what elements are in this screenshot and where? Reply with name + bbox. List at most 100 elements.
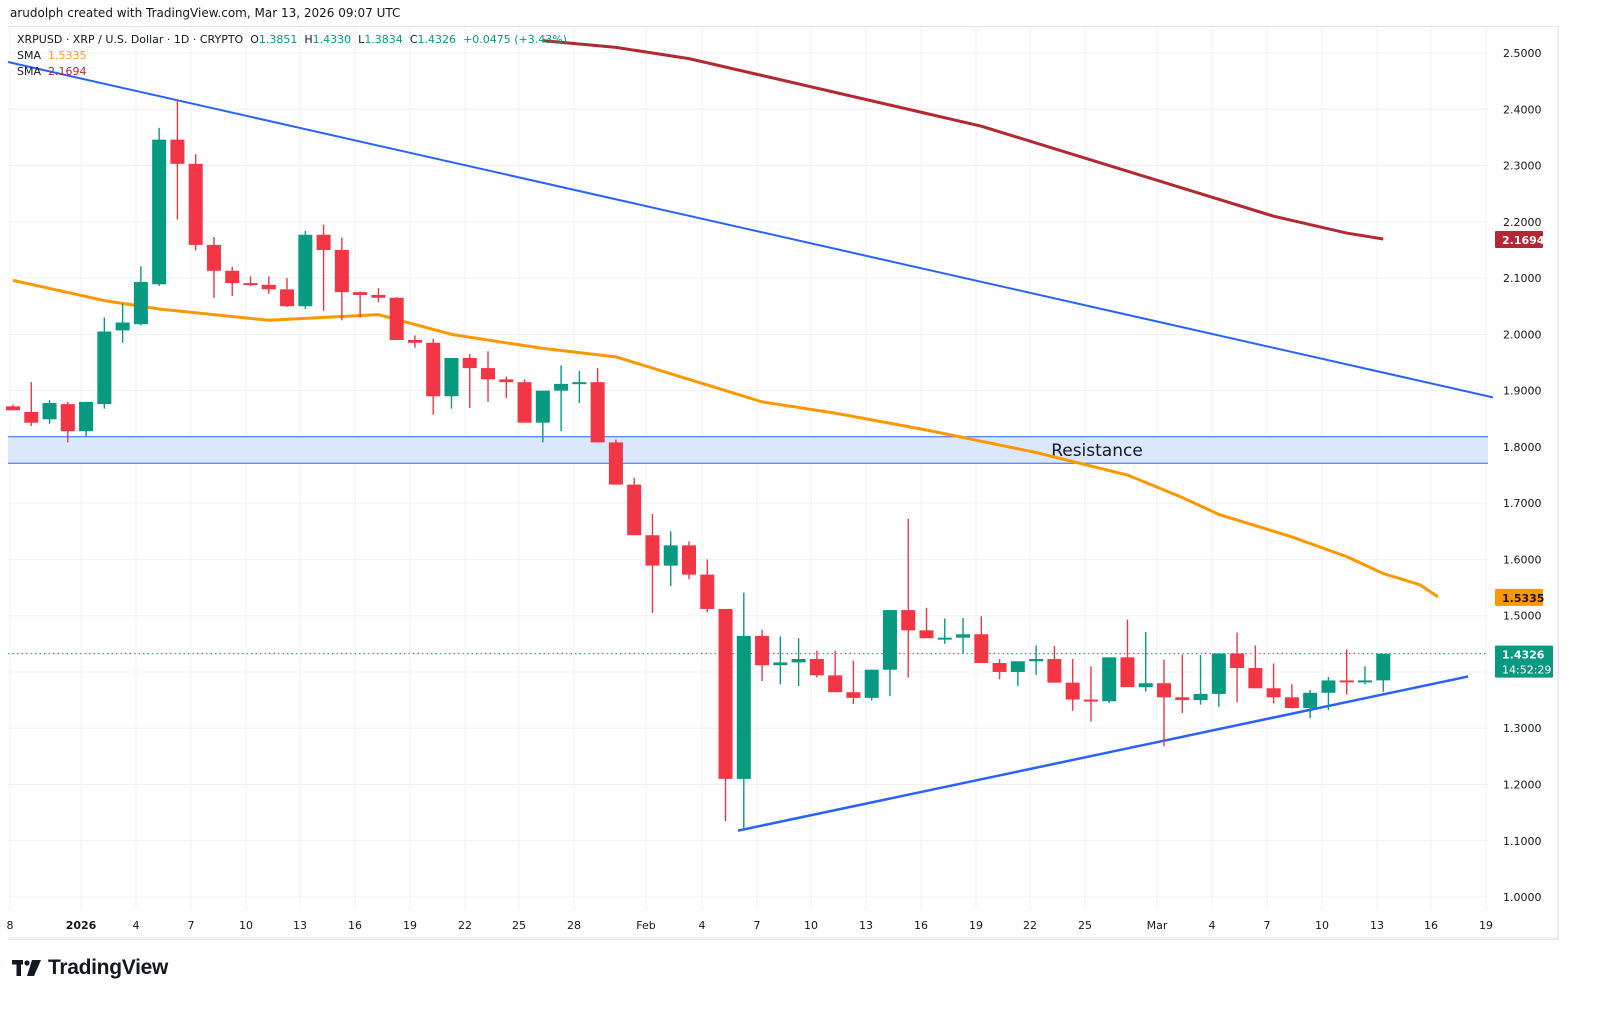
high-value: 1.4330 <box>312 33 352 46</box>
candle <box>1376 653 1391 692</box>
sma-slow-value: 2.1694 <box>48 65 87 78</box>
candle <box>1230 632 1245 703</box>
price-tick-label: 1.2000 <box>1503 779 1542 792</box>
candle <box>79 401 94 437</box>
low-value: 1.3834 <box>364 33 403 46</box>
time-tick-label: 13 <box>859 919 873 932</box>
candle <box>590 368 605 443</box>
sma-lines <box>12 39 1439 599</box>
ascending-trendline[interactable] <box>737 675 1469 832</box>
sma-slow-legend-row[interactable]: SMA 2.1694 <box>17 65 87 78</box>
attribution-text: arudolph created with TradingView.com, M… <box>10 6 401 20</box>
resistance-zone[interactable]: Resistance <box>8 436 1488 464</box>
candle <box>481 351 496 402</box>
candle <box>1157 659 1172 747</box>
time-tick-label: 4 <box>1209 919 1216 932</box>
candle <box>572 370 587 403</box>
candle <box>1193 655 1208 705</box>
candle <box>773 636 788 685</box>
candle <box>828 650 843 693</box>
tradingview-logo[interactable]: TradingView <box>12 956 168 980</box>
trendlines[interactable] <box>7 61 1494 832</box>
time-tick-label: 7 <box>188 919 195 932</box>
time-tick-label: 25 <box>512 919 526 932</box>
symbol-legend-row[interactable]: XRPUSD · XRP / U.S. Dollar · 1D · CRYPTO… <box>17 33 567 46</box>
candle <box>1120 619 1135 688</box>
sma-fast-legend-row[interactable]: SMA 1.5335 <box>17 49 87 62</box>
time-tick-label: 13 <box>293 919 307 932</box>
price-tick-label: 2.5000 <box>1503 47 1542 60</box>
time-tick-label: 25 <box>1078 919 1092 932</box>
candle <box>334 237 349 321</box>
sma-fast-line <box>12 278 1439 599</box>
time-tick-label: 13 <box>1370 919 1384 932</box>
candle <box>6 404 20 411</box>
time-axis[interactable]: 8 2026 4 7 10 13 16 19 22 25 28 Feb 4 7 10 13 16 19 22 25 Ma… <box>7 919 1559 939</box>
time-tick-label: 16 <box>1424 919 1438 932</box>
time-tick-label: 22 <box>1023 919 1037 932</box>
time-tick-label: 4 <box>699 919 706 932</box>
resistance-zone-box[interactable] <box>8 436 1488 464</box>
time-tick-label: 10 <box>804 919 818 932</box>
time-tick-label: 22 <box>458 919 472 932</box>
price-axis-badges: 2.1694 1.5335 1.4326 14:52:29 <box>1495 231 1553 678</box>
candle <box>462 354 477 409</box>
last-price-badge <box>1495 645 1553 678</box>
candle <box>225 266 240 297</box>
time-tick-label: 2026 <box>66 919 97 932</box>
candle <box>1175 654 1190 714</box>
svg-text:1.5335: 1.5335 <box>1502 592 1544 605</box>
candle <box>298 230 313 310</box>
candle <box>24 382 39 427</box>
tradingview-logo-text: TradingView <box>48 956 169 979</box>
resistance-label: Resistance <box>1051 441 1143 461</box>
candle <box>371 288 386 303</box>
candle <box>1211 653 1226 707</box>
candle <box>718 608 733 822</box>
time-tick-label: 16 <box>914 919 928 932</box>
candle <box>1284 684 1299 709</box>
candle <box>882 610 897 697</box>
time-tick-label: 16 <box>348 919 362 932</box>
candle <box>809 650 824 678</box>
price-tick-label: 1.5000 <box>1503 610 1542 623</box>
price-tick-label: 2.2000 <box>1503 216 1542 229</box>
candle <box>1065 659 1080 711</box>
price-tick-label: 1.8000 <box>1503 441 1542 454</box>
time-tick-label: 7 <box>1264 919 1271 932</box>
candlestick-series <box>6 99 1391 831</box>
candle <box>1321 677 1336 711</box>
price-axis[interactable]: 2.5000 2.4000 2.3000 2.2000 2.1000 2.0000 1.90… <box>1503 27 1559 938</box>
candle <box>389 297 404 340</box>
candle <box>261 276 276 294</box>
sma-slow-line <box>542 39 1384 241</box>
candle <box>97 317 112 409</box>
candle <box>1029 645 1044 675</box>
candle <box>1303 689 1318 719</box>
candle <box>42 400 57 424</box>
time-tick-label: 10 <box>1315 919 1329 932</box>
svg-text:1.4326: 1.4326 <box>1502 649 1545 662</box>
candle <box>152 127 167 286</box>
price-tick-label: 1.7000 <box>1503 497 1542 510</box>
candle <box>864 669 879 701</box>
candle <box>316 224 331 311</box>
descending-trendline[interactable] <box>7 61 1494 399</box>
candle <box>1083 666 1098 722</box>
price-tick-label: 1.6000 <box>1503 553 1542 566</box>
candle <box>700 559 715 613</box>
candle <box>1266 663 1281 704</box>
grid-lines <box>8 27 1488 910</box>
price-tick-label: 2.4000 <box>1503 103 1542 116</box>
time-tick-label: 19 <box>1479 919 1493 932</box>
price-tick-label: 1.0000 <box>1503 891 1542 904</box>
candle <box>60 401 75 443</box>
open-value: 1.3851 <box>258 33 298 46</box>
chart-legend: XRPUSD · XRP / U.S. Dollar · 1D · CRYPTO… <box>17 32 567 80</box>
candle <box>206 237 221 298</box>
sma-fast-value: 1.5335 <box>48 49 87 62</box>
candle <box>937 618 952 644</box>
tradingview-logo-icon <box>12 960 41 976</box>
time-tick-label: 10 <box>239 919 253 932</box>
